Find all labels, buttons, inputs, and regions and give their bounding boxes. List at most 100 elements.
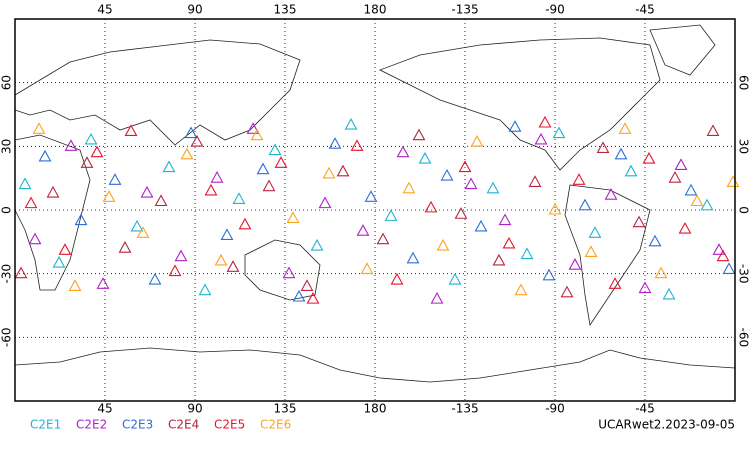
x-tick-label-bottom: 90 [187,402,202,416]
occultation-point [662,287,676,300]
occultation-point [584,245,598,257]
occultation-point [124,124,138,137]
occultation-point [712,243,726,255]
occultation-point [140,185,154,198]
x-tick-label-top: 45 [97,3,112,17]
occultation-point [350,139,364,151]
coast-greenland [649,24,716,76]
coast-antarctica [14,347,736,383]
occultation-point [364,190,378,202]
occultation-point [700,198,714,211]
occultation-point [14,266,28,279]
occultation-point [578,198,592,211]
occultation-point [58,243,72,255]
occultation-point [118,241,132,253]
occultation-point [706,124,720,137]
grid [15,19,735,401]
occultation-point [274,156,288,168]
y-tick-label-right: 60 [737,75,750,90]
occultation-point [436,238,450,251]
occultation-point [310,238,324,251]
occultation-point [440,168,454,181]
occultation-point [256,162,270,175]
occultation-point [250,128,264,141]
occultation-point [198,283,212,296]
x-tick-label-top: -135 [451,3,478,17]
footer: UCARwet2.2023-09-05 [598,418,735,432]
occultation-point [162,160,176,173]
occultation-point [470,134,484,147]
occultation-point [716,249,730,262]
x-tick-label-bottom: 135 [274,402,297,416]
occultation-point [226,260,240,272]
occultation-point [292,289,306,302]
map-frame [14,18,736,402]
occultation-point [406,251,420,264]
occultation-point [190,134,204,147]
occultation-point [28,232,42,245]
occultation-point [624,164,638,177]
occultation-point [632,215,646,228]
occultation-point [90,145,104,158]
occultation-point [46,185,60,198]
occultation-point [454,207,468,219]
occultation-point [80,156,94,168]
occultation-point [502,236,516,249]
occultation-point [204,183,218,196]
occultation-point [210,171,224,183]
occultation-point [614,147,628,160]
occultation-point [654,266,668,279]
x-tick-label-top: -45 [635,3,655,17]
occultation-point [84,132,98,145]
occultation-point [360,262,374,274]
x-tick-label-top: 90 [187,3,202,17]
occultation-point [618,122,632,134]
occultation-point [130,219,144,232]
occultation-point [344,117,358,130]
occultation-point [648,234,662,247]
occultation-point [508,120,522,132]
occultation-point [678,221,692,234]
occultation-point [148,272,162,285]
occultation-point [568,258,582,270]
occultation-point [232,192,246,204]
occultation-point [722,262,736,274]
y-tick-label-left: -30 [0,264,14,284]
occultation-point [154,194,168,207]
legend-entry: C2E3 [122,418,153,432]
occultation-point [220,228,234,241]
coast-north-america [379,37,661,171]
occultation-point [174,249,188,262]
occultation-point [390,272,404,285]
y-tick-label-right: 30 [737,139,750,154]
coast-africa [14,134,91,291]
occultation-point [38,149,52,162]
occultation-point [492,253,506,266]
occultation-point [474,219,488,232]
occultation-point [384,209,398,221]
occultation-point [684,183,698,196]
occultation-point [572,173,586,185]
labels: 45 45 90 90 135 135 180 180 -135 -135 -90 -90 -45 -45… [0,3,750,432]
legend-entry: C2E5 [214,418,245,432]
legend-entry: C2E2 [76,418,107,432]
occultation-point [180,147,194,160]
coastlines [14,24,736,383]
y-tick-label-left: 60 [0,75,14,90]
x-tick-label-top: 180 [364,3,387,17]
occultation-point [300,279,314,291]
occultation-point [486,181,500,194]
occultation-point [32,122,46,134]
occultation-point [464,177,478,190]
legend-entry: C2E1 [30,418,61,432]
occultation-point [690,194,704,207]
y-tick-label-right: -60 [737,328,750,348]
occultation-point [318,196,332,209]
occultation-point [262,179,276,192]
y-tick-label-left: 30 [0,139,14,154]
x-tick-label-bottom: 180 [364,402,387,416]
occultation-point [108,173,122,185]
occultation-point [514,283,528,296]
occultation-point [458,160,472,173]
